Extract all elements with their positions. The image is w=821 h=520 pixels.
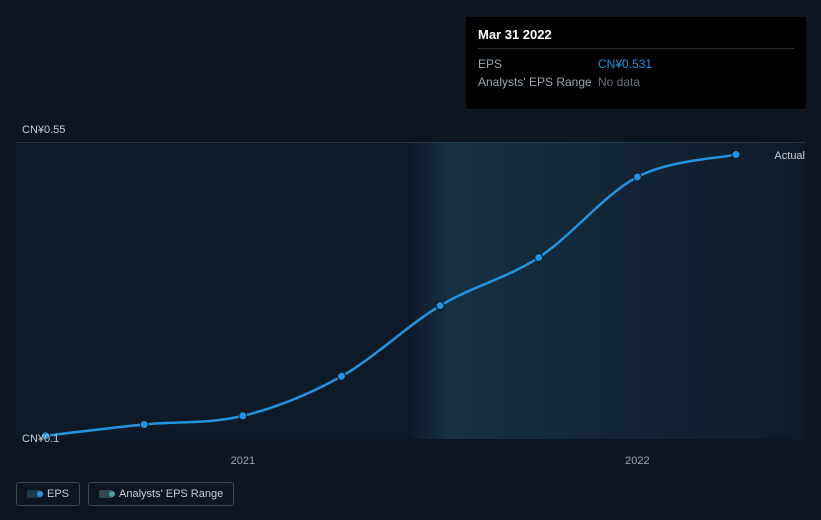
chart-legend: EPS Analysts' EPS Range [16, 482, 234, 506]
tooltip-row: EPS CN¥0.531 [478, 55, 794, 73]
tooltip-row-label: EPS [478, 55, 598, 73]
legend-swatch-icon [27, 490, 41, 498]
eps-point[interactable] [535, 254, 543, 262]
legend-item-analysts-range[interactable]: Analysts' EPS Range [88, 482, 234, 506]
legend-swatch-icon [99, 490, 113, 498]
legend-item-eps[interactable]: EPS [16, 482, 80, 506]
eps-point[interactable] [633, 173, 641, 181]
eps-point[interactable] [140, 420, 148, 428]
legend-item-label: EPS [47, 488, 69, 500]
x-axis-tick-label: 2022 [625, 455, 649, 467]
y-axis-tick-label: CN¥0.55 [0, 124, 65, 136]
actual-label: Actual [774, 150, 805, 162]
eps-point[interactable] [337, 372, 345, 380]
eps-point[interactable] [239, 412, 247, 420]
tooltip-row-label: Analysts' EPS Range [478, 73, 598, 91]
tooltip-row: Analysts' EPS Range No data [478, 73, 794, 91]
x-axis-tick-label: 2021 [231, 455, 255, 467]
eps-point[interactable] [732, 151, 740, 159]
chart-plot-area[interactable] [16, 142, 805, 439]
eps-line [46, 155, 736, 436]
tooltip-row-value: CN¥0.531 [598, 55, 794, 73]
eps-point[interactable] [436, 302, 444, 310]
chart-tooltip: Mar 31 2022 EPS CN¥0.531 Analysts' EPS R… [466, 17, 806, 109]
tooltip-date: Mar 31 2022 [478, 27, 794, 49]
chart-svg [16, 142, 805, 439]
tooltip-row-value: No data [598, 73, 794, 91]
y-axis-tick-label: CN¥0.1 [0, 433, 59, 445]
legend-item-label: Analysts' EPS Range [119, 488, 223, 500]
